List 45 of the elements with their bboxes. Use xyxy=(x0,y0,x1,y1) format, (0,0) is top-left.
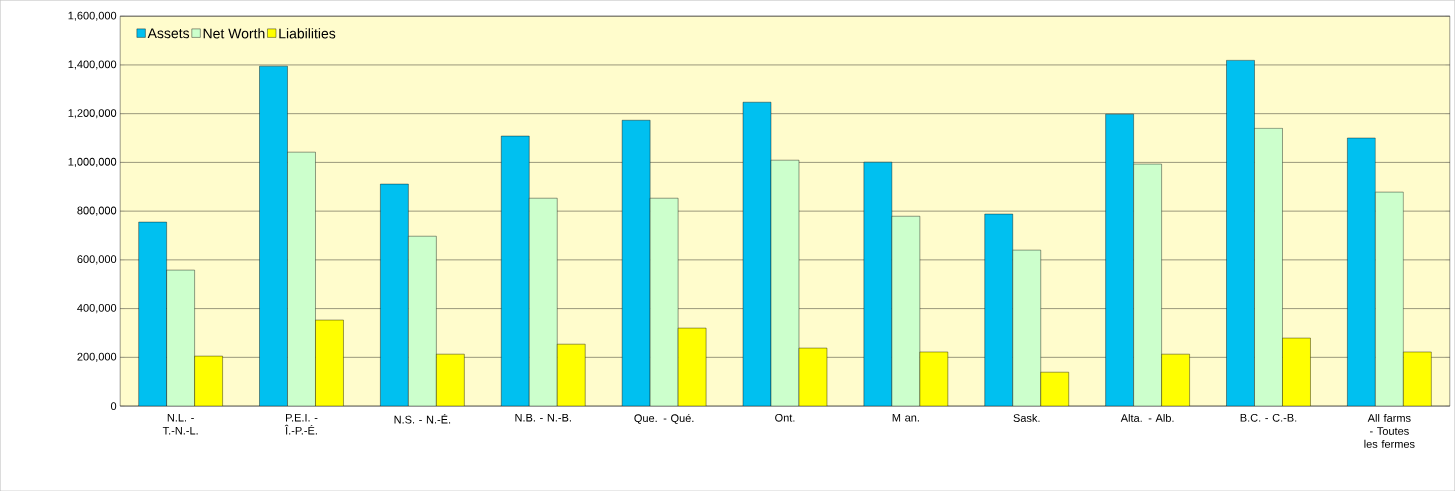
y-tick-label: 1,200,000 xyxy=(68,109,117,119)
bar xyxy=(1254,127,1283,406)
bar xyxy=(649,197,679,406)
bar xyxy=(1347,137,1376,406)
bar xyxy=(138,221,167,406)
bar xyxy=(259,65,288,406)
bar xyxy=(1375,191,1404,406)
x-tick-label: All farms - Toutes les fermes xyxy=(1364,413,1415,448)
x-tick-label: Alta. - Alb. xyxy=(1120,413,1174,422)
x-tick-label: M an. xyxy=(892,413,919,422)
bar xyxy=(529,197,558,406)
bar xyxy=(770,159,800,406)
x-tick-label: Sask. xyxy=(1013,413,1040,422)
bar xyxy=(742,101,772,406)
legend-label: Assets xyxy=(147,28,190,39)
y-tick-label: 200,000 xyxy=(77,352,117,362)
x-tick-label: Que. - Qué. xyxy=(634,413,694,424)
bar xyxy=(1105,113,1134,406)
x-tick-label: B.C. - C.-B. xyxy=(1240,413,1297,422)
bar xyxy=(408,235,437,406)
y-tick-label: 1,000,000 xyxy=(68,157,117,167)
bar xyxy=(1226,59,1255,406)
x-tick-label: N.S. - N.-É. xyxy=(394,413,451,424)
y-tick-label: 600,000 xyxy=(77,255,117,265)
bar xyxy=(621,119,651,406)
legend-label: Net Worth xyxy=(203,28,265,39)
bar xyxy=(1133,163,1162,406)
y-tick-label: 1,600,000 xyxy=(68,11,117,21)
bar xyxy=(863,161,893,406)
x-tick-label: P.E.I. - Î.-P.-É. xyxy=(284,413,318,435)
bar xyxy=(380,183,409,406)
x-tick-label: N.L. - T.-N.-L. xyxy=(162,413,198,435)
bar xyxy=(984,213,1013,406)
y-tick-label: 400,000 xyxy=(77,303,117,314)
legend-label: Liabilities xyxy=(279,28,336,39)
bar xyxy=(1012,249,1041,406)
bar xyxy=(287,151,316,406)
bar xyxy=(891,215,921,406)
bar xyxy=(166,269,195,406)
x-tick-label: N.B. - N.-B. xyxy=(515,413,571,422)
bar xyxy=(501,135,530,406)
y-tick-label: 0 xyxy=(110,402,117,410)
y-tick-label: 1,400,000 xyxy=(68,60,117,70)
y-tick-label: 800,000 xyxy=(77,206,117,216)
x-tick-label: Ont. xyxy=(775,413,795,422)
